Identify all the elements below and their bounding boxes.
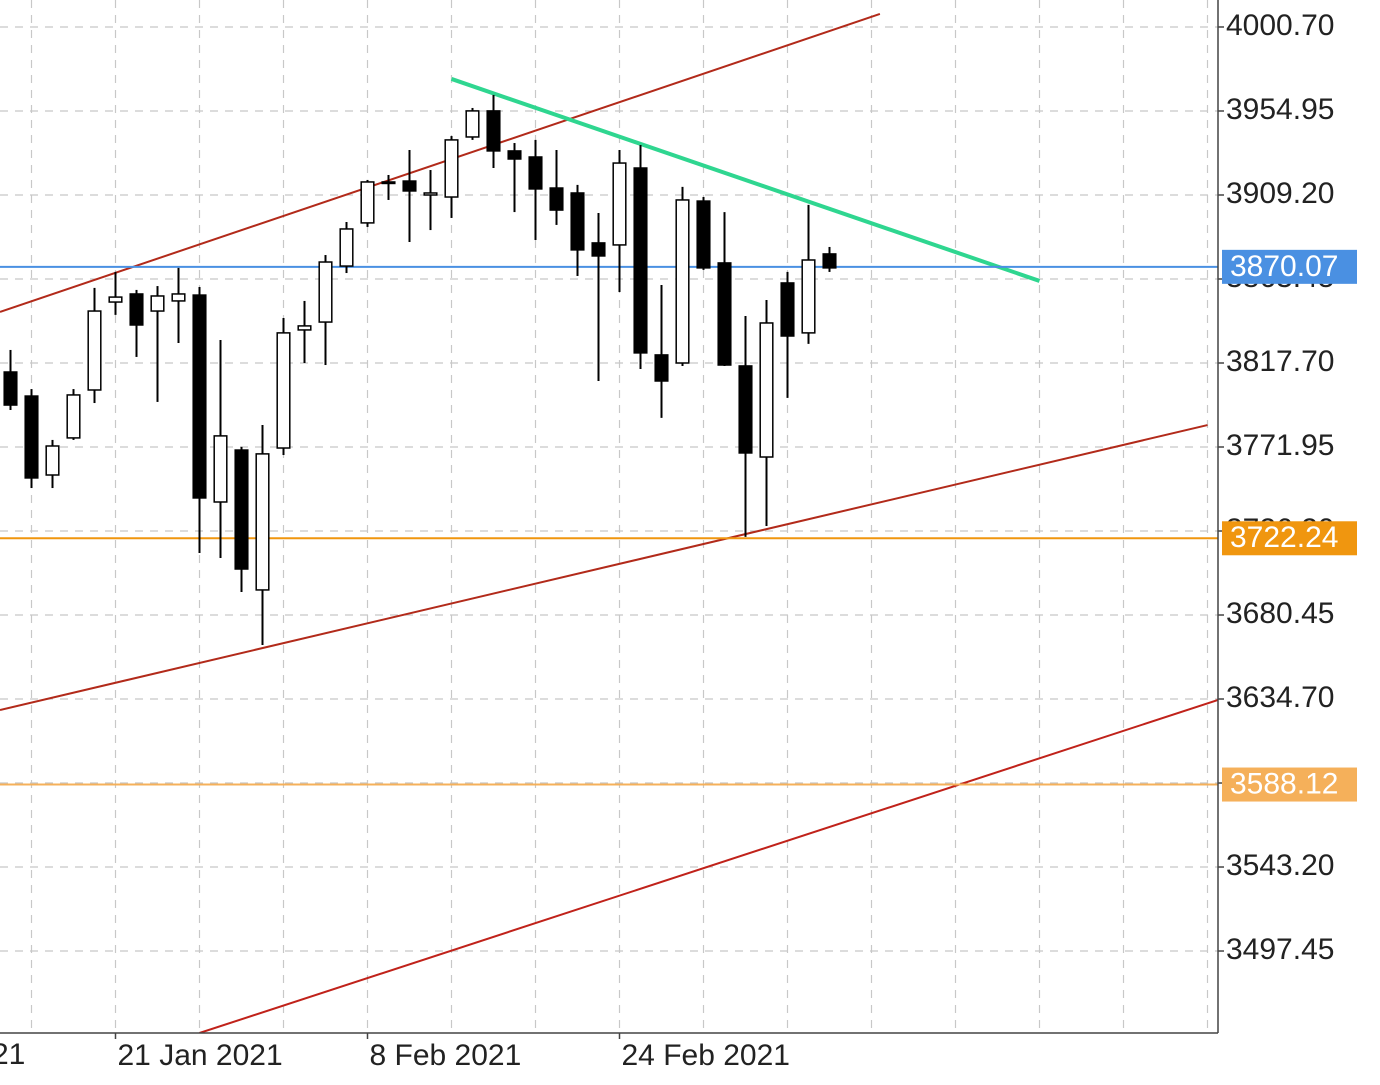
candle-body [444, 139, 459, 198]
y-tick-label: 3909.20 [1226, 177, 1334, 210]
candle-body [339, 228, 354, 267]
candle-body [549, 187, 564, 211]
y-tick-label: 3634.70 [1226, 681, 1334, 714]
x-tick-label: 24 Feb 2021 [622, 1039, 790, 1072]
price-label-box [1222, 767, 1357, 802]
candle-body [528, 156, 543, 190]
candle-body [822, 253, 837, 269]
grid-layer [0, 0, 1218, 1033]
candle-body [150, 295, 165, 312]
price-label: 3588.12 [1230, 767, 1338, 800]
candle-body [255, 453, 270, 591]
candle-body [276, 332, 291, 449]
candle-body [612, 162, 627, 246]
y-tick-label: 3680.45 [1226, 597, 1334, 630]
x-edge-label: 21 [0, 1038, 25, 1071]
candle-body [108, 296, 123, 303]
trend-line [0, 424, 1208, 712]
candle-body [129, 293, 144, 326]
y-tick-label: 3771.95 [1226, 429, 1334, 462]
y-tick-label: 3954.95 [1226, 93, 1334, 126]
y-tick-label: 3497.45 [1226, 933, 1334, 966]
candle-body [801, 259, 816, 334]
candle-body [591, 242, 606, 257]
candle-body [318, 261, 333, 323]
candle-body [297, 325, 312, 331]
candle-body [423, 192, 438, 196]
candle-body [570, 192, 585, 251]
axis-layer: 4000.703954.953909.203863.453817.703771.… [0, 0, 1357, 1072]
candle-body [213, 435, 228, 503]
price-label: 3870.07 [1230, 250, 1338, 283]
candle-body [381, 181, 396, 185]
candle-body [45, 445, 60, 476]
trend-line [199, 698, 1218, 1033]
x-tick-label: 8 Feb 2021 [370, 1039, 522, 1072]
candle-body [87, 310, 102, 391]
candle-body [759, 322, 774, 458]
candle-body [402, 180, 417, 192]
candle-body [654, 354, 669, 382]
candle-body [360, 181, 375, 224]
candle-body [738, 365, 753, 454]
candle-body [171, 293, 186, 302]
y-tick-label: 3543.20 [1226, 849, 1334, 882]
trend-line [450, 77, 1041, 283]
x-tick-label: 21 Jan 2021 [118, 1039, 283, 1072]
candle-body [507, 150, 522, 160]
candle-layer [3, 94, 837, 646]
candle-body [675, 199, 690, 364]
candle-body [717, 262, 732, 366]
candle-body [234, 449, 249, 570]
price-label-box [1222, 249, 1357, 284]
candle-body [633, 167, 648, 354]
y-tick-label: 4000.70 [1226, 9, 1334, 42]
price-label-box [1222, 521, 1357, 556]
candle-body [696, 200, 711, 269]
candle-body [66, 394, 81, 439]
candle-body [192, 294, 207, 499]
candle-body [780, 282, 795, 337]
candle-body [24, 395, 39, 479]
trend-line [0, 13, 881, 313]
candle-body [3, 371, 18, 406]
line-layer [0, 13, 1218, 1033]
price-label: 3722.24 [1230, 521, 1338, 554]
y-tick-label: 3817.70 [1226, 345, 1334, 378]
candle-body [465, 110, 480, 138]
candle-body [486, 110, 501, 152]
